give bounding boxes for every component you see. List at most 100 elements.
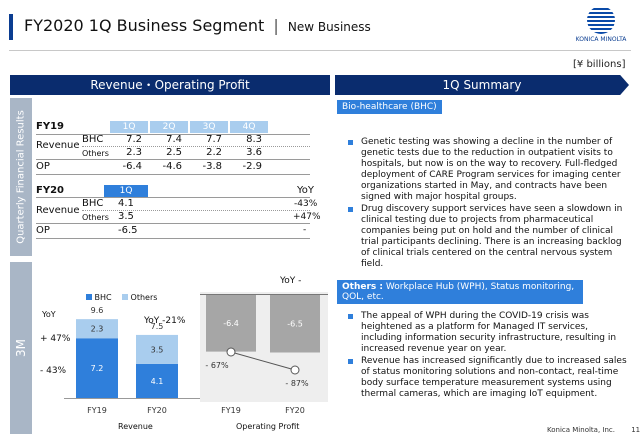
yoy-others-pct: + 47% — [40, 334, 71, 344]
fy20-op-label: OP — [36, 225, 50, 236]
others-title-bold: Others : — [342, 282, 383, 292]
quarterly-table: FY19 1Q 2Q 3Q 4Q Revenue BHC Others 7.2 … — [0, 0, 330, 260]
fy19-q1-header: 1Q — [110, 121, 148, 133]
fy19-bhc-q4: 8.3 — [246, 134, 262, 145]
revenue-total-value-0: 9.6 — [91, 306, 104, 315]
legend-bhc-swatch — [86, 294, 92, 300]
side-tab-3m: 3M — [10, 262, 32, 434]
op-margin-point-1 — [290, 365, 300, 375]
fy19-op-q1: -6.4 — [122, 161, 142, 172]
fy19-q4-header: 4Q — [230, 121, 268, 133]
fy20-rule-mid — [82, 210, 310, 211]
fy19-op-q2: -4.6 — [162, 161, 182, 172]
page-subtitle: New Business — [287, 20, 371, 34]
fy20-bhc-label: BHC — [82, 198, 104, 209]
fy20-yoy-others: +47% — [293, 212, 321, 222]
revenue-x-tick-0: FY19 — [87, 406, 107, 415]
revenue-bhc-value-1: 4.1 — [151, 377, 164, 386]
fy19-others-q1: 2.3 — [126, 147, 142, 158]
revenue-op-header: Revenue・Operating Profit — [10, 75, 330, 95]
fy19-q3-header: 3Q — [190, 121, 228, 133]
fy20-label: FY20 — [36, 185, 64, 196]
revenue-bhc-value-0: 7.2 — [91, 364, 104, 373]
bhc-bullet-1: Genetic testing was showing a decline in… — [345, 137, 627, 203]
revenue-bar-bhc-0 — [76, 338, 118, 398]
others-bullet-2: Revenue has increased significantly due … — [345, 356, 627, 400]
fy20-rule-op — [36, 223, 310, 224]
side-label-3m: 3M — [14, 339, 28, 357]
op-value-0: -6.4 — [223, 319, 239, 328]
legend-bhc-label: BHC — [94, 293, 112, 302]
bhc-bullet-2: Drug discovery support services have see… — [345, 204, 627, 270]
group-revenue-label: Revenue — [118, 422, 153, 431]
globe-logo-icon — [587, 6, 615, 34]
op-margin-line — [230, 351, 296, 371]
revenue-bar-others-1 — [136, 334, 178, 364]
fy19-op-label: OP — [36, 161, 50, 172]
logo-wordmark: KONICA MINOLTA — [575, 36, 627, 43]
fy19-others-q3: 2.2 — [206, 147, 222, 158]
title-separator: | — [273, 16, 279, 35]
op-bar-1 — [270, 294, 320, 353]
revenue-others-value-0: 2.3 — [91, 325, 104, 334]
others-bullet-2-text: Revenue has increased significantly due … — [361, 356, 627, 399]
fy19-revenue-label: Revenue — [36, 140, 80, 151]
bullet-square-icon — [348, 140, 353, 145]
revenue-bar-others-0 — [76, 319, 118, 339]
fy19-bhc-label: BHC — [82, 134, 104, 145]
revenue-others-value-1: 3.5 — [151, 345, 164, 354]
op-margin-label-0: - 67% — [205, 361, 229, 370]
bullet-square-icon — [348, 207, 353, 212]
op-value-1: -6.5 — [287, 319, 303, 328]
bhc-bullet-1-text: Genetic testing was showing a decline in… — [361, 137, 621, 202]
fy19-rule-mid — [82, 146, 310, 147]
side-tab-quarterly: Quarterly Financial Results — [10, 98, 32, 256]
fy20-yoy-header: YoY — [297, 185, 315, 196]
others-bullet-1: The appeal of WPH during the COVID-19 cr… — [345, 311, 627, 355]
revenue-total-value-1: 7.5 — [151, 322, 164, 331]
company-logo: KONICA MINOLTA — [570, 6, 632, 48]
op-x-tick-1: FY20 — [285, 406, 305, 415]
legend-others: Others — [122, 293, 157, 302]
fy19-op-q4: -2.9 — [242, 161, 262, 172]
others-bullet-1-text: The appeal of WPH during the COVID-19 cr… — [361, 311, 617, 354]
fy20-bhc-q1: 4.1 — [118, 198, 134, 209]
three-month-chart: 7.2 2.3 9.6 FY19 4.1 3.5 7.5 FY20 -6.4 FY19 -6.5 FY… — [34, 262, 330, 434]
fy20-rule-top — [36, 197, 310, 198]
fy19-rule-bottom — [36, 174, 310, 175]
fy20-yoy-op: - — [303, 225, 307, 235]
chart-svg: 7.2 2.3 9.6 FY19 4.1 3.5 7.5 FY20 -6.4 FY19 -6.5 FY… — [64, 292, 328, 415]
op-bar-0 — [206, 294, 256, 352]
fy19-bhc-q3: 7.7 — [206, 134, 222, 145]
title-accent — [9, 14, 13, 40]
legend-others-label: Others — [130, 293, 158, 302]
bhc-section-header: Bio-healthcare (BHC) — [337, 100, 442, 114]
legend-bhc: BHC — [86, 293, 112, 302]
title-bar: FY2020 1Q Business Segment | New Busines… — [0, 0, 640, 52]
yoy-bhc-pct: - 43% — [40, 366, 67, 376]
fy19-rule-op — [36, 159, 310, 160]
fy20-rule-bottom — [36, 238, 310, 239]
fy19-others-q2: 2.5 — [166, 147, 182, 158]
op-x-tick-0: FY19 — [221, 406, 241, 415]
page-title-main: FY2020 1Q Business Segment — [24, 16, 265, 35]
fy20-yoy-bhc: -43% — [294, 199, 318, 209]
unit-label: [¥ billions] — [573, 59, 626, 70]
footer-company: Konica Minolta, Inc. — [547, 426, 615, 434]
others-section-header: Others : Workplace Hub (WPH), Status mon… — [337, 280, 583, 304]
page-number: 11 — [631, 426, 640, 434]
legend-others-swatch — [122, 294, 128, 300]
fy20-others-q1: 3.5 — [118, 211, 134, 222]
fy19-q2-header: 2Q — [150, 121, 188, 133]
revenue-x-tick-1: FY20 — [147, 406, 167, 415]
fy20-op-q1: -6.5 — [118, 225, 138, 236]
yoy-label-left: YoY — [42, 310, 56, 319]
bhc-bullet-2-text: Drug discovery support services have see… — [361, 204, 623, 269]
fy19-bhc-q1: 7.2 — [126, 134, 142, 145]
summary-header: 1Q Summary — [335, 75, 629, 95]
page-title: FY2020 1Q Business Segment | New Busines… — [24, 16, 371, 35]
fy19-others-label: Others — [82, 149, 109, 158]
footer: Konica Minolta, Inc. 11 — [547, 426, 640, 434]
fy19-others-q4: 3.6 — [246, 147, 262, 158]
op-margin-label-1: - 87% — [285, 379, 309, 388]
